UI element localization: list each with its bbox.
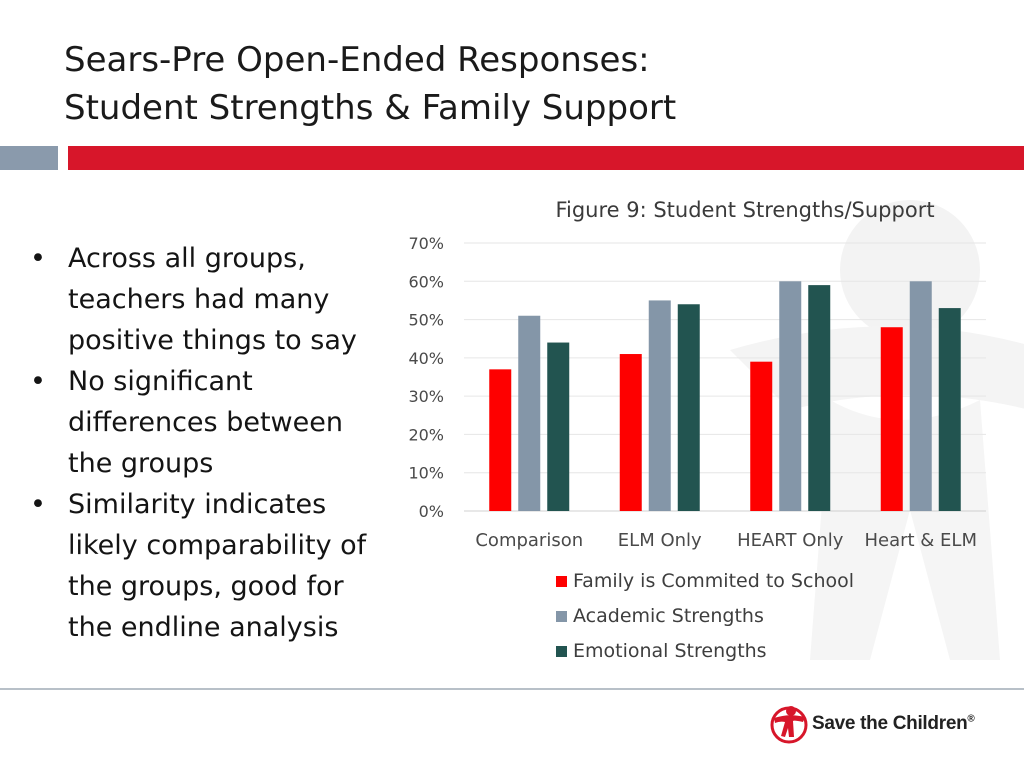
chart-legend: Family is Commited to School Academic Str… <box>556 564 854 669</box>
y-tick-label: 60% <box>408 272 444 291</box>
bar <box>648 300 671 511</box>
bullet-dot: • <box>30 243 46 274</box>
y-tick-label: 0% <box>419 502 444 521</box>
y-tick-label: 20% <box>408 425 444 444</box>
legend-item: Family is Commited to School <box>556 564 854 599</box>
legend-label: Emotional Strengths <box>573 640 767 662</box>
bar <box>938 308 961 511</box>
bar <box>489 369 512 511</box>
y-tick-label: 10% <box>408 464 444 483</box>
y-tick-label: 70% <box>408 234 444 253</box>
bullet-dot: • <box>30 366 46 397</box>
bar <box>880 327 903 511</box>
legend-label: Academic Strengths <box>573 605 764 627</box>
logo-wordmark: Save the Children <box>812 713 968 734</box>
x-category-label: Heart & ELM <box>864 530 977 551</box>
bar <box>619 354 642 511</box>
header-rule-red <box>68 146 1024 170</box>
bullet-dot: • <box>30 489 46 520</box>
bar <box>808 285 831 511</box>
legend-swatch <box>556 646 567 657</box>
bar-chart: 0% 10% 20% 30% 40% 50% 60% 70% Comparison ELM Onl… <box>408 234 986 551</box>
save-the-children-logo: Save the Children® <box>770 704 975 744</box>
y-tick-label: 40% <box>408 349 444 368</box>
x-category-label: HEART Only <box>737 530 844 551</box>
legend-label: Family is Commited to School <box>573 570 855 592</box>
legend-item: Academic Strengths <box>556 599 854 634</box>
legend-swatch <box>556 611 567 622</box>
legend-swatch <box>556 576 567 587</box>
bullet-item: • Similarity indicates likely comparabil… <box>26 484 386 648</box>
footer-divider <box>0 688 1024 690</box>
bullet-text: No significant differences between the g… <box>68 366 343 479</box>
bullet-item: • No significant differences between the… <box>26 361 386 484</box>
legend-item: Emotional Strengths <box>556 634 854 669</box>
bar <box>909 281 932 511</box>
x-category-label: ELM Only <box>618 530 702 551</box>
save-the-children-figure-icon <box>770 706 808 744</box>
y-tick-label: 30% <box>408 387 444 406</box>
y-tick-label: 50% <box>408 311 444 330</box>
bullet-item: • Across all groups, teachers had many p… <box>26 238 386 361</box>
bar <box>547 342 570 511</box>
slide-title: Sears-Pre Open-Ended Responses: Student … <box>64 36 964 132</box>
slide-title-line-2: Student Strengths & Family Support <box>64 88 677 128</box>
logo-text: Save the Children® <box>812 713 975 735</box>
bullet-text: Across all groups, teachers had many pos… <box>68 243 357 356</box>
chart-title: Figure 9: Student Strengths/Support <box>555 198 935 222</box>
registered-mark: ® <box>967 713 975 725</box>
bar <box>779 281 802 511</box>
x-category-label: Comparison <box>475 530 583 551</box>
bar <box>518 315 541 511</box>
bullet-list: • Across all groups, teachers had many p… <box>26 238 386 648</box>
slide-title-line-1: Sears-Pre Open-Ended Responses: <box>64 40 650 80</box>
bar <box>677 304 700 511</box>
bullet-text: Similarity indicates likely comparabilit… <box>68 489 367 643</box>
bar <box>750 361 773 511</box>
header-rule-gray <box>0 146 58 170</box>
